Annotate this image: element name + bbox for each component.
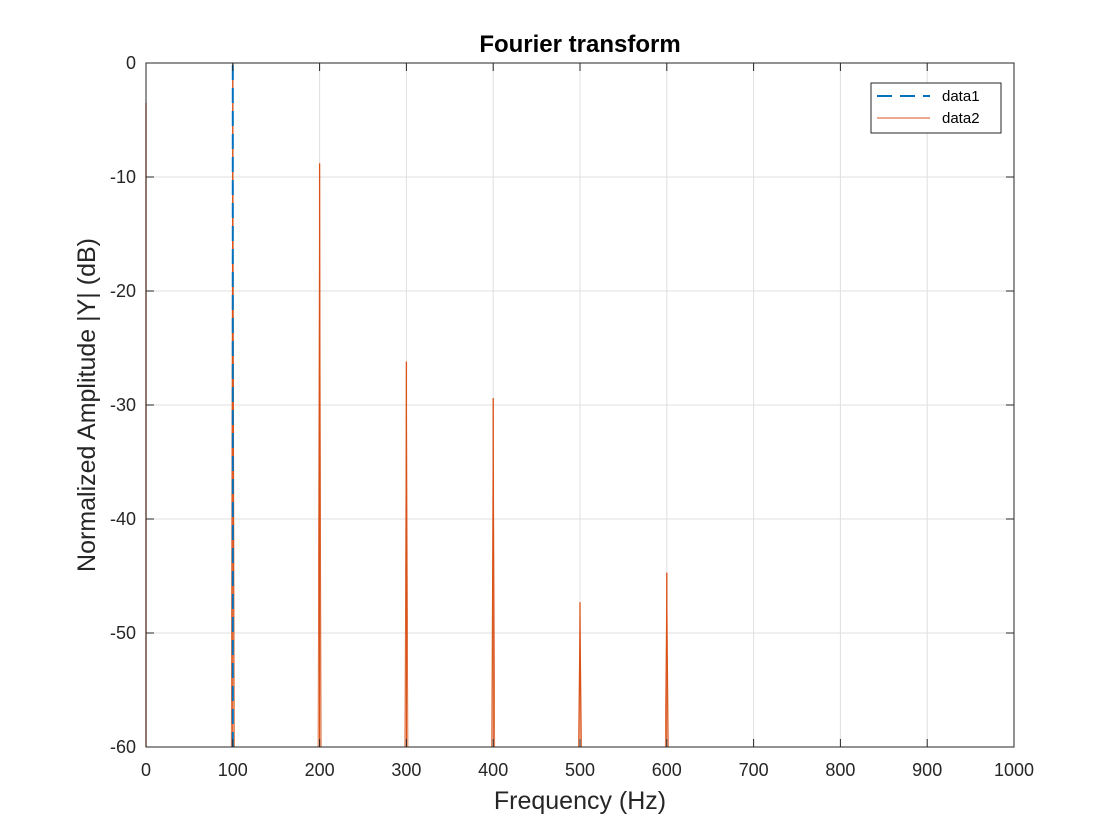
peak-skirt-data2-300hz xyxy=(404,361,409,748)
x-tick-label: 100 xyxy=(218,760,248,780)
x-tick-label: 0 xyxy=(141,760,151,780)
y-tick-label: -40 xyxy=(110,509,136,529)
y-axis-title: Normalized Amplitude |Y| (dB) xyxy=(73,238,101,572)
y-tick-label: -20 xyxy=(110,281,136,301)
x-tick-label: 600 xyxy=(652,760,682,780)
peak-skirt-data2-600hz xyxy=(664,572,669,748)
legend-box xyxy=(870,82,1002,134)
x-tick-label: 700 xyxy=(739,760,769,780)
y-tick-label: -50 xyxy=(110,623,136,643)
x-tick-label: 500 xyxy=(565,760,595,780)
x-axis-title: Frequency (Hz) xyxy=(494,787,666,815)
x-tick-label: 1000 xyxy=(994,760,1034,780)
peak-skirt-data2-500hz xyxy=(578,602,582,748)
peak-skirt-data2-400hz xyxy=(491,398,496,748)
axis-ticks: 0 100 200 300 400 500 600 700 800 900 1000 0 -10 -20 -… xyxy=(110,53,1034,780)
x-tick-label: 300 xyxy=(391,760,421,780)
y-tick-label: 0 xyxy=(126,53,136,73)
y-tick-label: -30 xyxy=(110,395,136,415)
y-tick-label: -60 xyxy=(110,737,136,757)
y-tick-label: -10 xyxy=(110,167,136,187)
x-tick-label: 800 xyxy=(825,760,855,780)
legend-label-data1: data1 xyxy=(942,88,980,105)
x-tick-label: 900 xyxy=(912,760,942,780)
x-tick-label: 400 xyxy=(478,760,508,780)
x-tick-label: 200 xyxy=(305,760,335,780)
grid-lines xyxy=(146,63,1014,747)
chart-title: Fourier transform xyxy=(479,31,680,58)
legend-label-data2: data2 xyxy=(942,110,980,127)
peak-skirt-data2-200hz xyxy=(317,163,322,748)
legend: data1 data2 xyxy=(870,82,1002,134)
